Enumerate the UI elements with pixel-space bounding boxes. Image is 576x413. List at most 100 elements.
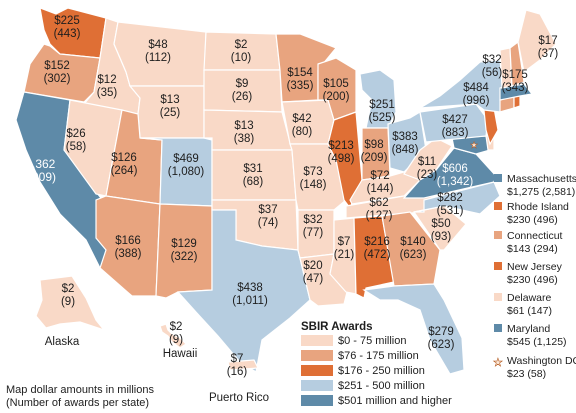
label-mn: $154 (335)	[287, 67, 314, 92]
state-labels: $225 (443) $152 (302) $2,362 (5,009) $12 (35…	[18, 15, 558, 378]
label-az-amount: $166	[115, 235, 141, 247]
small-state-legend: Massachusetts $1,275 (2,581) Rhode Islan…	[493, 173, 576, 380]
label-ks-amount: $31	[243, 163, 262, 175]
label-vt: $32 (56)	[482, 54, 503, 79]
side-name-connecticut: Connecticut	[507, 230, 563, 242]
state-fl	[362, 283, 465, 375]
label-nm: $129 (322)	[171, 238, 198, 263]
state-ri	[513, 95, 521, 109]
label-ak-amount: $2	[62, 283, 75, 295]
label-nh-awards: (343)	[502, 82, 529, 94]
legend-swatch-tier5	[301, 395, 333, 406]
label-il-amount: $213	[328, 140, 354, 152]
label-pa: $427 (883)	[442, 114, 469, 139]
label-in: $98 (209)	[361, 139, 388, 164]
label-va-amount: $606	[442, 163, 468, 175]
label-il: $213 (498)	[328, 140, 355, 165]
legend-label-tier5: $501 million and higher	[338, 395, 452, 407]
label-in-amount: $98	[364, 139, 383, 151]
label-hi-awards: (9)	[169, 334, 183, 346]
label-fl: $279 (623)	[428, 326, 455, 351]
label-ut-awards: (264)	[111, 165, 138, 177]
label-ny: $484 (996)	[463, 82, 490, 107]
label-va-awards: (1,342)	[437, 176, 474, 188]
label-hi-amount: $2	[170, 321, 183, 333]
legend-title: SBIR Awards	[301, 321, 373, 333]
label-wy-amount: $13	[160, 94, 179, 106]
label-nc-awards: (531)	[437, 205, 464, 217]
side-name-delaware: Delaware	[507, 292, 552, 304]
label-la-awards: (47)	[303, 273, 324, 285]
label-la: $20 (47)	[303, 260, 324, 285]
side-name-maryland: Maryland	[507, 323, 550, 335]
label-nd-amount: $2	[235, 39, 248, 51]
state-shapes	[15, 7, 557, 375]
side-swatch-delaware	[494, 293, 502, 301]
label-ms-amount: $7	[338, 236, 351, 248]
label-fl-amount: $279	[428, 326, 454, 338]
awards-legend: SBIR Awards $0 - 75 million $76 - 175 mi…	[301, 321, 452, 407]
label-az: $166 (388)	[115, 235, 142, 260]
label-ga-amount: $140	[400, 236, 426, 248]
label-nd-awards: (10)	[231, 52, 252, 64]
side-name-washington-dc: Washington DC	[507, 355, 576, 367]
label-nh-amount: $175	[502, 69, 528, 81]
state-nd	[203, 31, 281, 71]
label-nm-amount: $129	[171, 238, 197, 250]
state-hi	[159, 323, 187, 349]
label-hi: $2 (9)	[169, 321, 183, 346]
label-pr-awards: (16)	[227, 366, 248, 378]
label-oh-awards: (848)	[392, 144, 419, 156]
state-ks	[211, 149, 297, 201]
side-swatch-rhode-island	[494, 202, 502, 210]
label-nv-awards: (58)	[66, 141, 87, 153]
label-sc-awards: (93)	[431, 231, 452, 243]
label-ca: $2,362 (5,009)	[18, 157, 56, 184]
side-name-rhode-island: Rhode Island	[507, 201, 569, 213]
label-pa-amount: $427	[442, 114, 468, 126]
label-oh-amount: $383	[392, 131, 418, 143]
label-ms-awards: (21)	[334, 249, 355, 261]
label-wa: $225 (443)	[54, 15, 81, 40]
label-sc-amount: $50	[431, 218, 450, 230]
label-nm-awards: (322)	[171, 251, 198, 263]
label-sc: $50 (93)	[431, 218, 452, 243]
label-mt-awards: (112)	[145, 52, 171, 64]
label-wi-amount: $105	[323, 78, 349, 90]
label-mt: $48 (112)	[145, 39, 171, 64]
label-mi: $251 (525)	[369, 99, 396, 124]
label-in-awards: (209)	[361, 152, 388, 164]
label-sd-amount: $9	[236, 78, 249, 90]
label-ak: $2 (9)	[61, 283, 75, 308]
label-or-amount: $152	[44, 60, 70, 72]
label-ky: $72 (144)	[367, 170, 394, 195]
label-ia-amount: $42	[292, 113, 311, 125]
label-wy-awards: (25)	[160, 107, 181, 119]
label-mt-amount: $48	[148, 39, 167, 51]
label-al-amount: $216	[364, 236, 390, 248]
label-mo: $73 (148)	[300, 166, 327, 191]
label-ca-awards: (5,009)	[18, 170, 56, 184]
place-hawaii: Hawaii	[163, 348, 198, 360]
label-mn-awards: (335)	[287, 80, 314, 92]
label-nv: $26 (58)	[66, 128, 87, 153]
label-tn-amount: $62	[369, 197, 388, 209]
label-id: $12 (35)	[97, 74, 118, 99]
label-ne: $13 (38)	[234, 120, 255, 145]
label-ga: $140 (623)	[400, 236, 427, 261]
label-ar: $32 (77)	[303, 214, 324, 239]
legend-label-tier3: $176 - 250 million	[338, 365, 425, 377]
side-value-connecticut: $143 (294)	[507, 243, 558, 255]
label-ia: $42 (80)	[292, 113, 313, 138]
label-az-awards: (388)	[115, 248, 142, 260]
label-wy: $13 (25)	[160, 94, 181, 119]
label-mi-awards: (525)	[369, 112, 396, 124]
side-value-maryland: $545 (1,125)	[507, 336, 567, 348]
label-ny-awards: (996)	[463, 95, 490, 107]
label-wi-awards: (200)	[323, 91, 350, 103]
label-fl-awards: (623)	[428, 339, 455, 351]
state-tx	[176, 209, 311, 373]
label-ok: $37 (74)	[258, 204, 279, 229]
label-mi-amount: $251	[369, 99, 395, 111]
place-puerto-rico: Puerto Rico	[209, 392, 269, 404]
